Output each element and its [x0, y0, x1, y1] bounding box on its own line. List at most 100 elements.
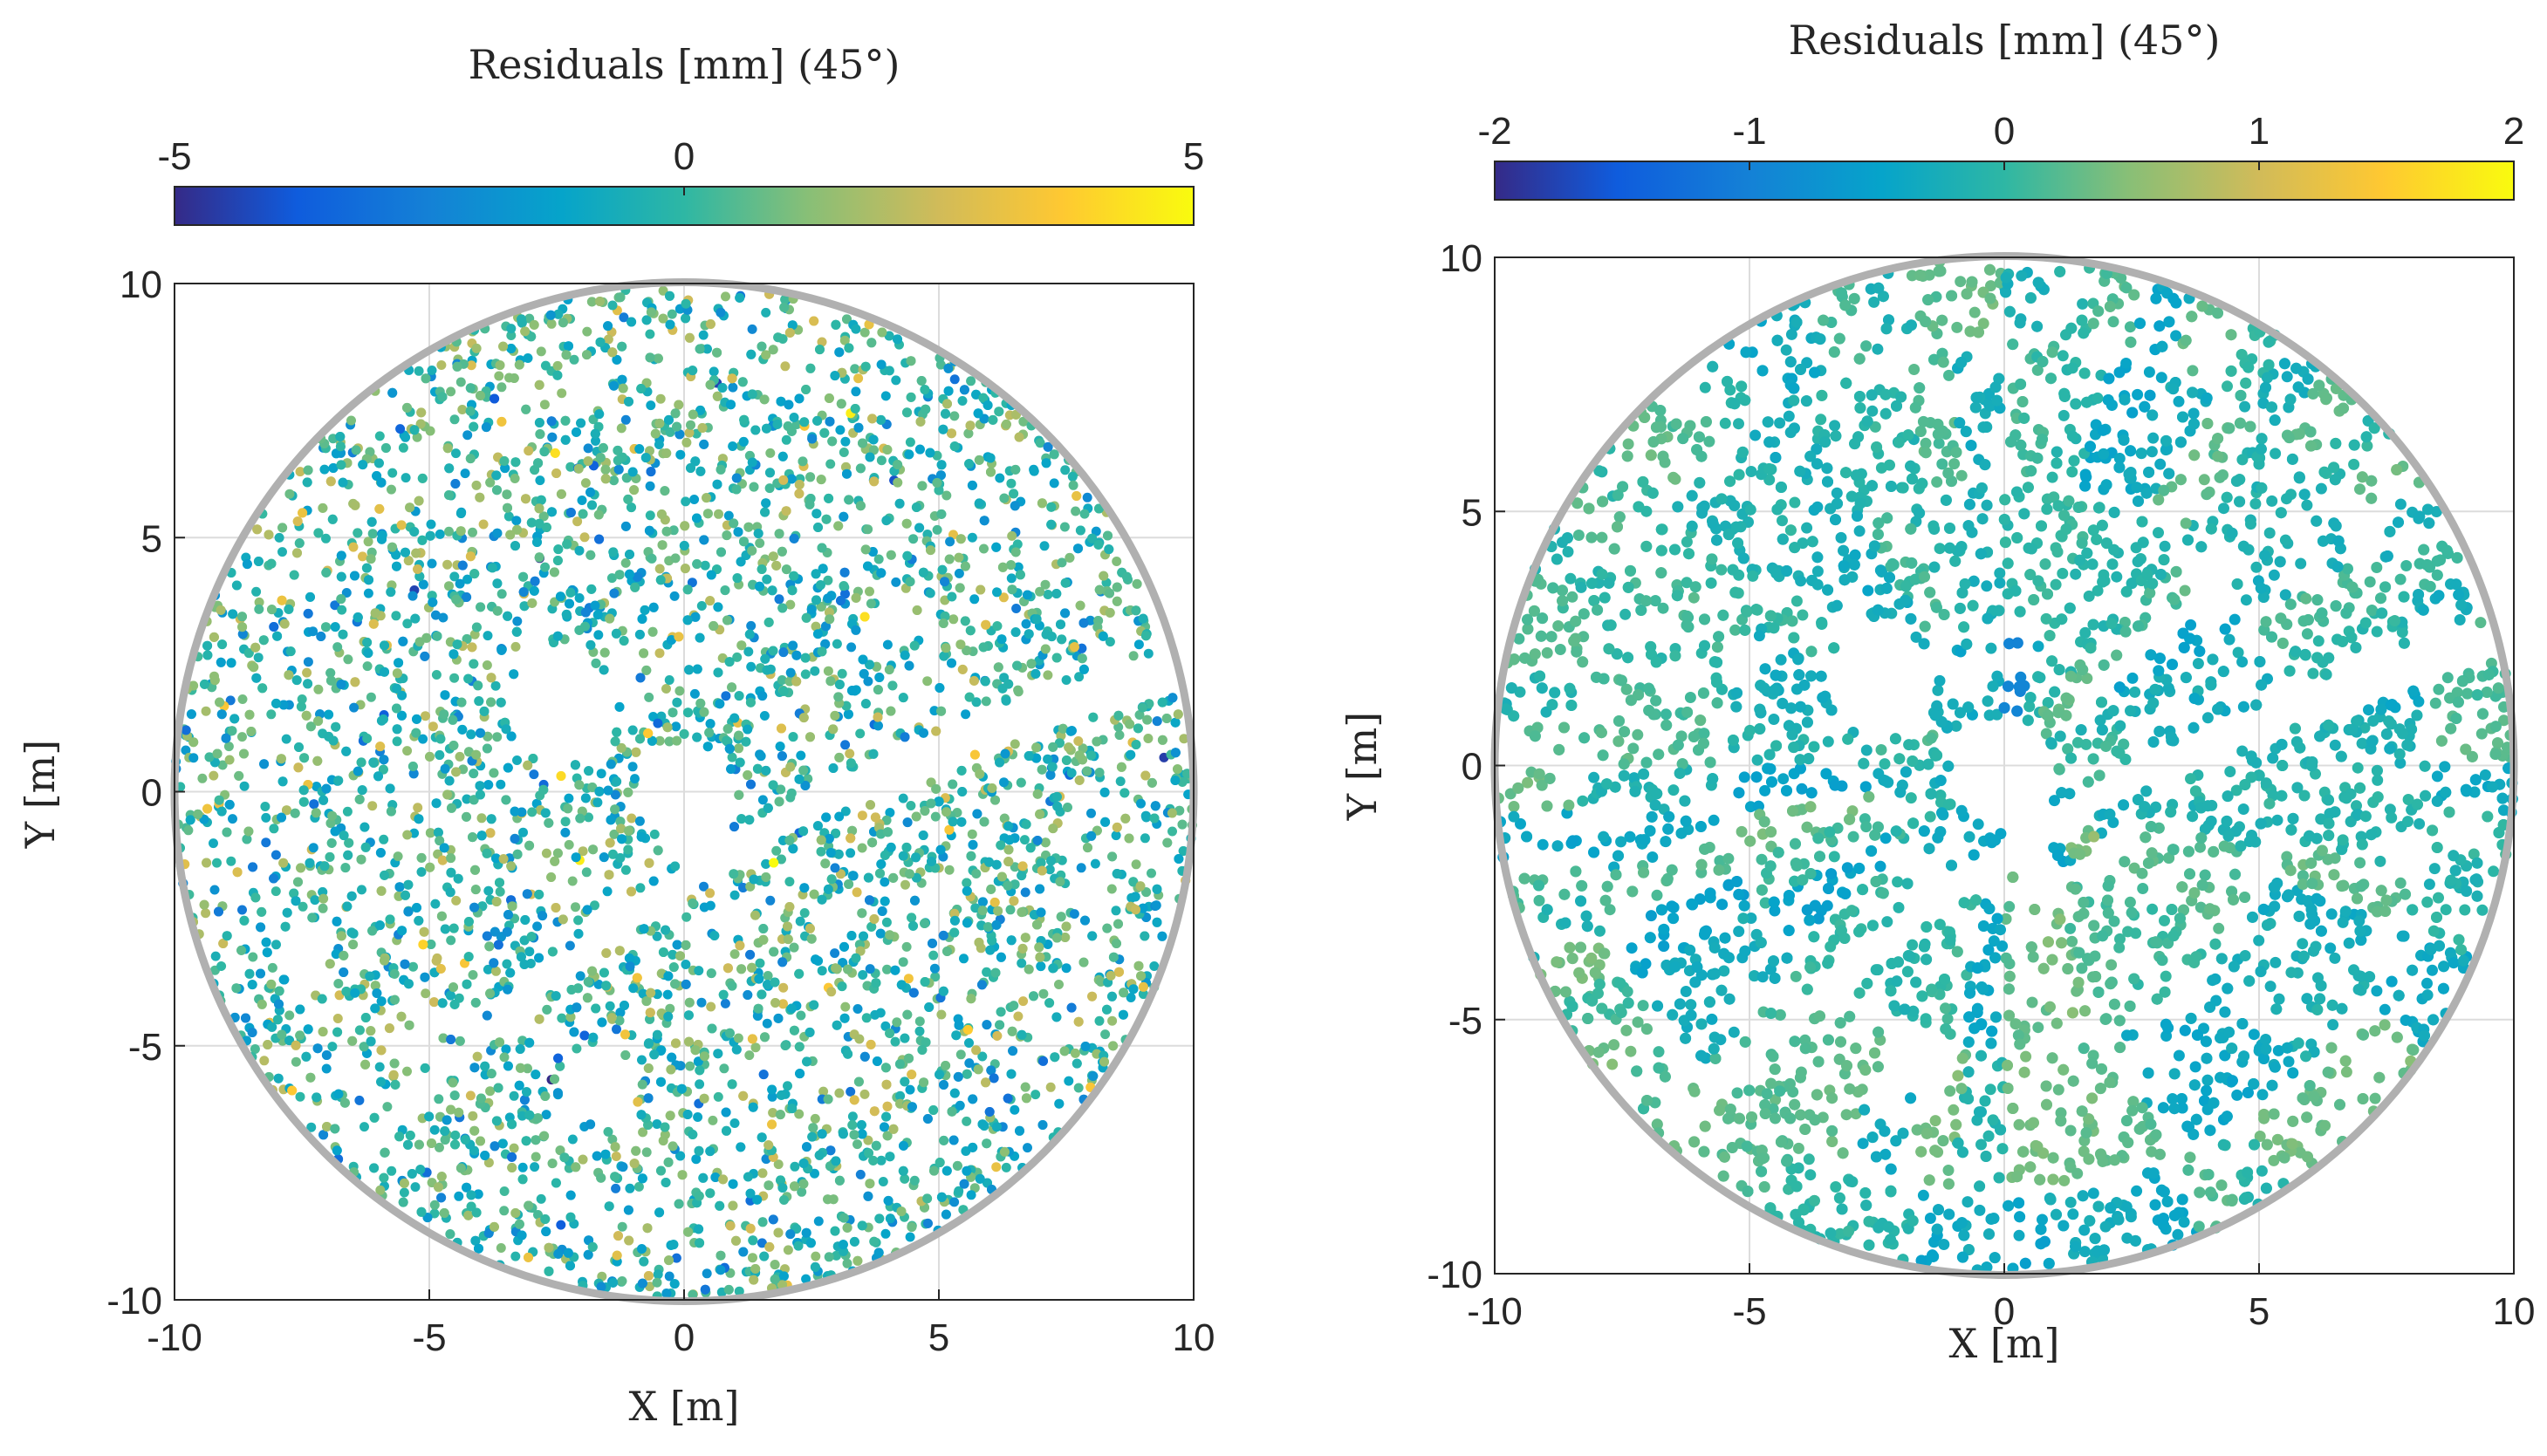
residual-point [550, 1074, 559, 1084]
residual-point [1021, 619, 1031, 629]
residual-point [321, 1063, 332, 1074]
residual-point [1023, 1143, 1032, 1153]
residual-point [1107, 851, 1118, 862]
residual-point [1136, 798, 1146, 809]
residual-point [828, 763, 839, 773]
residual-point [436, 1193, 447, 1203]
residual-point [839, 448, 849, 457]
residual-point [188, 753, 199, 763]
residual-point [379, 834, 389, 844]
residual-point [1010, 739, 1020, 749]
residual-point [1072, 491, 1082, 501]
residual-point [786, 1003, 797, 1014]
residual-point [476, 813, 487, 824]
residual-point [695, 1079, 705, 1090]
residual-point [728, 1200, 738, 1211]
residual-point [1030, 1090, 1041, 1100]
residual-point [684, 332, 695, 343]
residual-point [768, 1214, 778, 1225]
residual-point [301, 710, 312, 721]
residual-point [264, 530, 274, 540]
residual-point [610, 790, 620, 800]
residual-point [1112, 869, 1122, 878]
residual-point [613, 464, 624, 475]
residual-point [358, 551, 367, 562]
residual-point [658, 1136, 668, 1146]
residual-point [661, 684, 671, 694]
residual-point [832, 639, 842, 649]
residual-point [936, 460, 947, 470]
residual-point [773, 1159, 784, 1170]
residual-point [574, 545, 585, 556]
residual-point [399, 1178, 409, 1188]
residual-point [583, 977, 593, 987]
residual-point [702, 493, 712, 503]
residual-point [1054, 980, 1064, 989]
residual-point [763, 971, 773, 981]
residual-point [693, 1112, 703, 1122]
residual-point [1049, 478, 1059, 489]
residual-point [284, 489, 295, 499]
residual-point [614, 701, 625, 712]
residual-point [444, 463, 455, 474]
residual-point [244, 709, 255, 720]
residual-point [469, 629, 480, 639]
residual-point [928, 950, 939, 960]
residual-point [922, 676, 933, 687]
residual-point [527, 807, 537, 817]
residual-point [401, 473, 411, 483]
residual-point [823, 575, 833, 585]
residual-point [948, 779, 958, 790]
residual-point [873, 685, 883, 695]
residual-point [815, 345, 825, 355]
residual-point [731, 1044, 742, 1055]
residual-point [763, 1180, 774, 1191]
residual-point [830, 948, 840, 959]
residual-point [321, 567, 332, 578]
residual-point [418, 734, 428, 744]
residual-point [935, 844, 946, 855]
residual-point [428, 721, 438, 732]
residual-point [755, 538, 765, 549]
residual-point [338, 629, 348, 639]
residual-point [517, 1230, 527, 1241]
residual-point [1010, 862, 1020, 872]
residual-point [506, 324, 517, 334]
residual-point [895, 1090, 906, 1101]
residual-point [1073, 543, 1083, 554]
residual-point [667, 309, 677, 319]
residual-point [1051, 653, 1062, 663]
residual-point [747, 324, 757, 334]
residual-point [683, 1227, 694, 1237]
residual-point [977, 1051, 988, 1062]
residual-point [600, 1149, 611, 1159]
residual-point [580, 478, 591, 489]
residual-point [312, 1043, 323, 1054]
residual-point [431, 670, 442, 680]
residual-point [463, 673, 474, 684]
residual-point [591, 436, 600, 446]
residual-point [768, 780, 778, 790]
residual-point [927, 857, 936, 866]
residual-point [402, 830, 413, 840]
residual-point [1143, 734, 1154, 743]
residual-point [773, 1227, 784, 1238]
residual-point [1010, 1104, 1020, 1115]
residual-point [496, 589, 507, 599]
residual-point [524, 947, 535, 957]
residual-point [783, 1081, 792, 1091]
residual-point [878, 1177, 888, 1186]
residual-point [605, 837, 615, 848]
residual-point [260, 802, 270, 811]
residual-point [808, 1123, 818, 1133]
residual-point [654, 648, 665, 659]
residual-point [1067, 471, 1078, 482]
residual-point [737, 377, 748, 387]
residual-point [517, 1162, 528, 1172]
residual-point [757, 1238, 767, 1248]
residual-point [861, 1013, 872, 1023]
residual-point [784, 877, 795, 887]
residual-point [930, 972, 941, 982]
residual-point [717, 383, 728, 393]
residual-point [510, 474, 520, 483]
